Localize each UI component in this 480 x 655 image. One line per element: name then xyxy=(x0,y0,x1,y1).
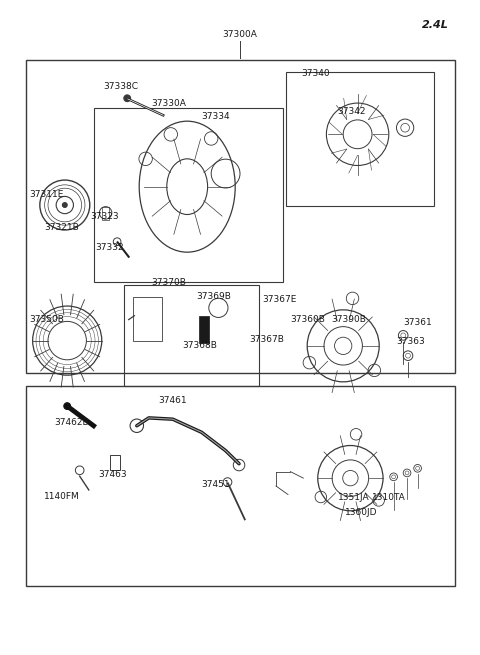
Text: 37451: 37451 xyxy=(202,480,230,489)
Text: 37360B: 37360B xyxy=(290,315,325,324)
Text: 37461: 37461 xyxy=(158,396,187,405)
Bar xyxy=(26,386,455,586)
Text: 37330A: 37330A xyxy=(151,99,186,108)
Text: 37361: 37361 xyxy=(403,318,432,327)
Text: 37311E: 37311E xyxy=(30,190,64,199)
Bar xyxy=(102,207,109,220)
Bar xyxy=(199,316,209,343)
Text: 37350B: 37350B xyxy=(30,315,65,324)
Text: 37363: 37363 xyxy=(396,337,425,346)
Bar xyxy=(26,60,455,373)
Text: 37390B: 37390B xyxy=(331,315,366,324)
Bar xyxy=(124,285,259,386)
Circle shape xyxy=(64,403,71,409)
Text: 1140FM: 1140FM xyxy=(44,492,80,501)
Text: 1310TA: 1310TA xyxy=(372,493,406,502)
Text: 37370B: 37370B xyxy=(152,278,187,288)
Text: 37368B: 37368B xyxy=(182,341,217,350)
Bar xyxy=(94,108,283,282)
Bar xyxy=(286,72,434,206)
Text: 1360JD: 1360JD xyxy=(345,508,377,517)
Text: 2.4L: 2.4L xyxy=(422,20,449,30)
Circle shape xyxy=(62,202,67,208)
Text: 37338C: 37338C xyxy=(103,82,138,91)
Text: 37300A: 37300A xyxy=(223,29,257,39)
Text: 37342: 37342 xyxy=(337,107,366,116)
Text: 37462B: 37462B xyxy=(54,418,89,427)
Bar xyxy=(133,297,162,341)
Text: 37367B: 37367B xyxy=(250,335,285,344)
Text: 37369B: 37369B xyxy=(196,291,231,301)
Text: 37367E: 37367E xyxy=(263,295,297,305)
Text: 37334: 37334 xyxy=(202,112,230,121)
Text: 37463: 37463 xyxy=(98,470,127,479)
Bar xyxy=(110,455,120,470)
Text: 37321B: 37321B xyxy=(45,223,79,233)
Text: 1351JA: 1351JA xyxy=(338,493,370,502)
Text: 37340: 37340 xyxy=(301,69,330,78)
Text: 37323: 37323 xyxy=(90,212,119,221)
Text: 37332: 37332 xyxy=(95,243,124,252)
Circle shape xyxy=(124,95,131,102)
